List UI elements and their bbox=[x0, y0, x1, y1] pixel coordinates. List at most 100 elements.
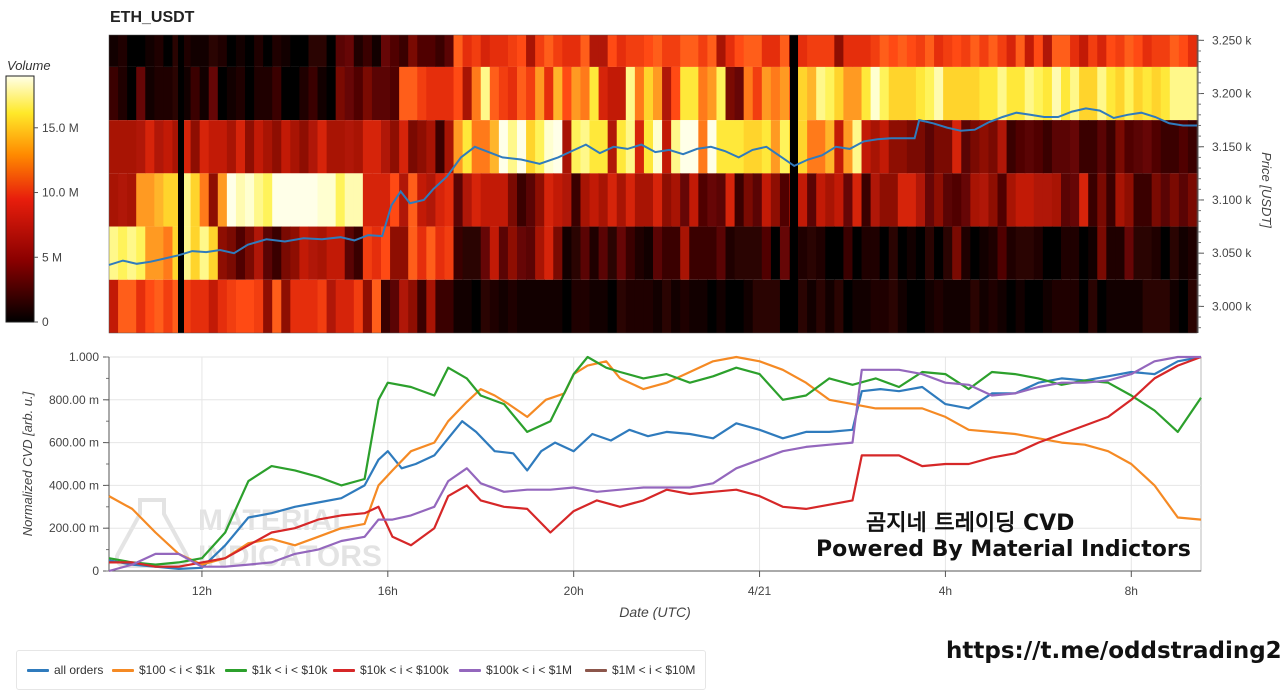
heatmap-cell bbox=[553, 173, 563, 227]
heatmap-cell bbox=[1097, 173, 1107, 227]
heatmap-cell bbox=[643, 120, 654, 174]
heatmap-cell bbox=[480, 35, 491, 67]
heatmap-cell bbox=[526, 66, 536, 121]
heatmap-cell bbox=[589, 173, 600, 227]
heatmap-cell bbox=[734, 173, 745, 227]
legend-swatch bbox=[333, 669, 355, 673]
heatmap-cell bbox=[172, 279, 183, 333]
heatmap-cell bbox=[888, 66, 899, 121]
heatmap-cell bbox=[997, 173, 1008, 227]
heatmap-cell bbox=[662, 35, 672, 67]
heatmap-cell bbox=[408, 35, 418, 67]
heatmap-cell bbox=[979, 35, 990, 67]
heatmap-cell bbox=[816, 226, 826, 280]
heatmap-cell bbox=[399, 226, 409, 280]
heatmap-cell bbox=[1079, 120, 1089, 174]
heatmap-cell bbox=[1070, 66, 1080, 121]
heatmap-cell bbox=[834, 173, 844, 227]
heatmap-cell bbox=[390, 120, 400, 174]
heatmap-cell bbox=[897, 66, 908, 121]
legend-item[interactable]: $10k < i < $100k bbox=[333, 663, 449, 677]
heatmap-cell bbox=[471, 279, 482, 333]
heatmap-cell bbox=[897, 226, 908, 280]
price-tick-label: 3.250 k bbox=[1212, 33, 1252, 47]
heatmap-cell bbox=[480, 226, 491, 280]
heatmap-cell bbox=[743, 120, 754, 174]
heatmap-cell bbox=[743, 279, 754, 333]
heatmap-cell bbox=[381, 226, 391, 280]
legend-item[interactable]: $100 < i < $1k bbox=[112, 663, 215, 677]
heatmap-cell bbox=[489, 226, 500, 280]
heatmap-cell bbox=[217, 66, 228, 121]
heatmap-cell bbox=[716, 279, 727, 333]
heatmap-cell bbox=[480, 173, 491, 227]
legend-item[interactable]: all orders bbox=[27, 663, 103, 677]
heatmap-cell bbox=[217, 173, 228, 227]
heatmap-cell bbox=[535, 279, 545, 333]
heatmap-cell bbox=[834, 279, 844, 333]
heatmap-cell bbox=[1151, 226, 1162, 280]
heatmap-cell bbox=[281, 279, 291, 333]
heatmap-cell bbox=[1187, 173, 1198, 227]
heatmap-cell bbox=[770, 173, 781, 227]
heatmap-cell bbox=[571, 279, 582, 333]
heatmap-cell bbox=[580, 35, 591, 67]
heatmap-cell bbox=[961, 66, 971, 121]
heatmap-cell bbox=[263, 226, 273, 280]
heatmap-cell bbox=[353, 226, 364, 280]
legend-item[interactable]: $100k < i < $1M bbox=[459, 663, 572, 677]
legend-item[interactable]: $1k < i < $10k bbox=[225, 663, 327, 677]
heatmap-cell bbox=[734, 279, 745, 333]
heatmap-cell bbox=[1115, 120, 1126, 174]
heatmap-cell bbox=[988, 226, 999, 280]
heatmap-cell bbox=[127, 279, 137, 333]
heatmap-cell bbox=[843, 66, 854, 121]
heatmap-cell bbox=[943, 173, 953, 227]
heatmap-cell bbox=[906, 173, 917, 227]
heatmap-cell bbox=[625, 120, 636, 174]
heatmap-cell bbox=[625, 279, 636, 333]
heatmap-cell bbox=[145, 226, 155, 280]
price-tick-label: 3.050 k bbox=[1212, 246, 1252, 260]
heatmap-cell bbox=[825, 173, 835, 227]
heatmap-cell bbox=[145, 173, 155, 227]
heatmap-cell bbox=[988, 66, 999, 121]
heatmap-cell bbox=[371, 35, 382, 67]
heatmap-cell bbox=[498, 279, 509, 333]
heatmap-cell bbox=[1033, 226, 1044, 280]
heatmap-cell bbox=[1187, 66, 1198, 121]
heatmap-cell bbox=[1106, 226, 1116, 280]
heatmap-cell bbox=[843, 173, 854, 227]
telegram-link[interactable]: https://t.me/oddstrading2 bbox=[946, 638, 1280, 664]
heatmap-cell bbox=[598, 226, 609, 280]
heatmap-cell bbox=[471, 66, 482, 121]
heatmap-cell bbox=[562, 226, 572, 280]
heatmap-cell bbox=[1124, 35, 1135, 67]
heatmap-cell bbox=[526, 120, 536, 174]
heatmap-cell bbox=[770, 120, 781, 174]
heatmap-cell bbox=[507, 35, 518, 67]
heatmap-cell bbox=[952, 66, 962, 121]
heatmap-cell bbox=[381, 279, 391, 333]
heatmap-cell bbox=[870, 120, 881, 174]
heatmap-cell bbox=[1079, 226, 1089, 280]
heatmap-cell bbox=[925, 66, 935, 121]
heatmap-cell bbox=[680, 120, 690, 174]
heatmap-cell bbox=[136, 66, 146, 121]
heatmap-cell bbox=[970, 66, 980, 121]
heatmap-cell bbox=[1088, 35, 1098, 67]
heatmap-cell bbox=[943, 279, 953, 333]
heatmap-cell bbox=[281, 173, 291, 227]
heatmap-cell bbox=[761, 35, 772, 67]
heatmap-cell bbox=[643, 173, 654, 227]
heatmap-cell bbox=[825, 226, 835, 280]
heatmap-cell bbox=[489, 35, 500, 67]
heatmap-cell bbox=[653, 279, 663, 333]
heatmap-cell bbox=[208, 66, 219, 121]
heatmap-cell bbox=[1151, 120, 1162, 174]
heatmap-cell bbox=[226, 120, 237, 174]
heatmap-cell bbox=[1160, 66, 1171, 121]
legend-item[interactable]: $1M < i < $10M bbox=[585, 663, 695, 677]
heatmap-cell bbox=[1178, 173, 1189, 227]
heatmap-cell bbox=[426, 279, 436, 333]
